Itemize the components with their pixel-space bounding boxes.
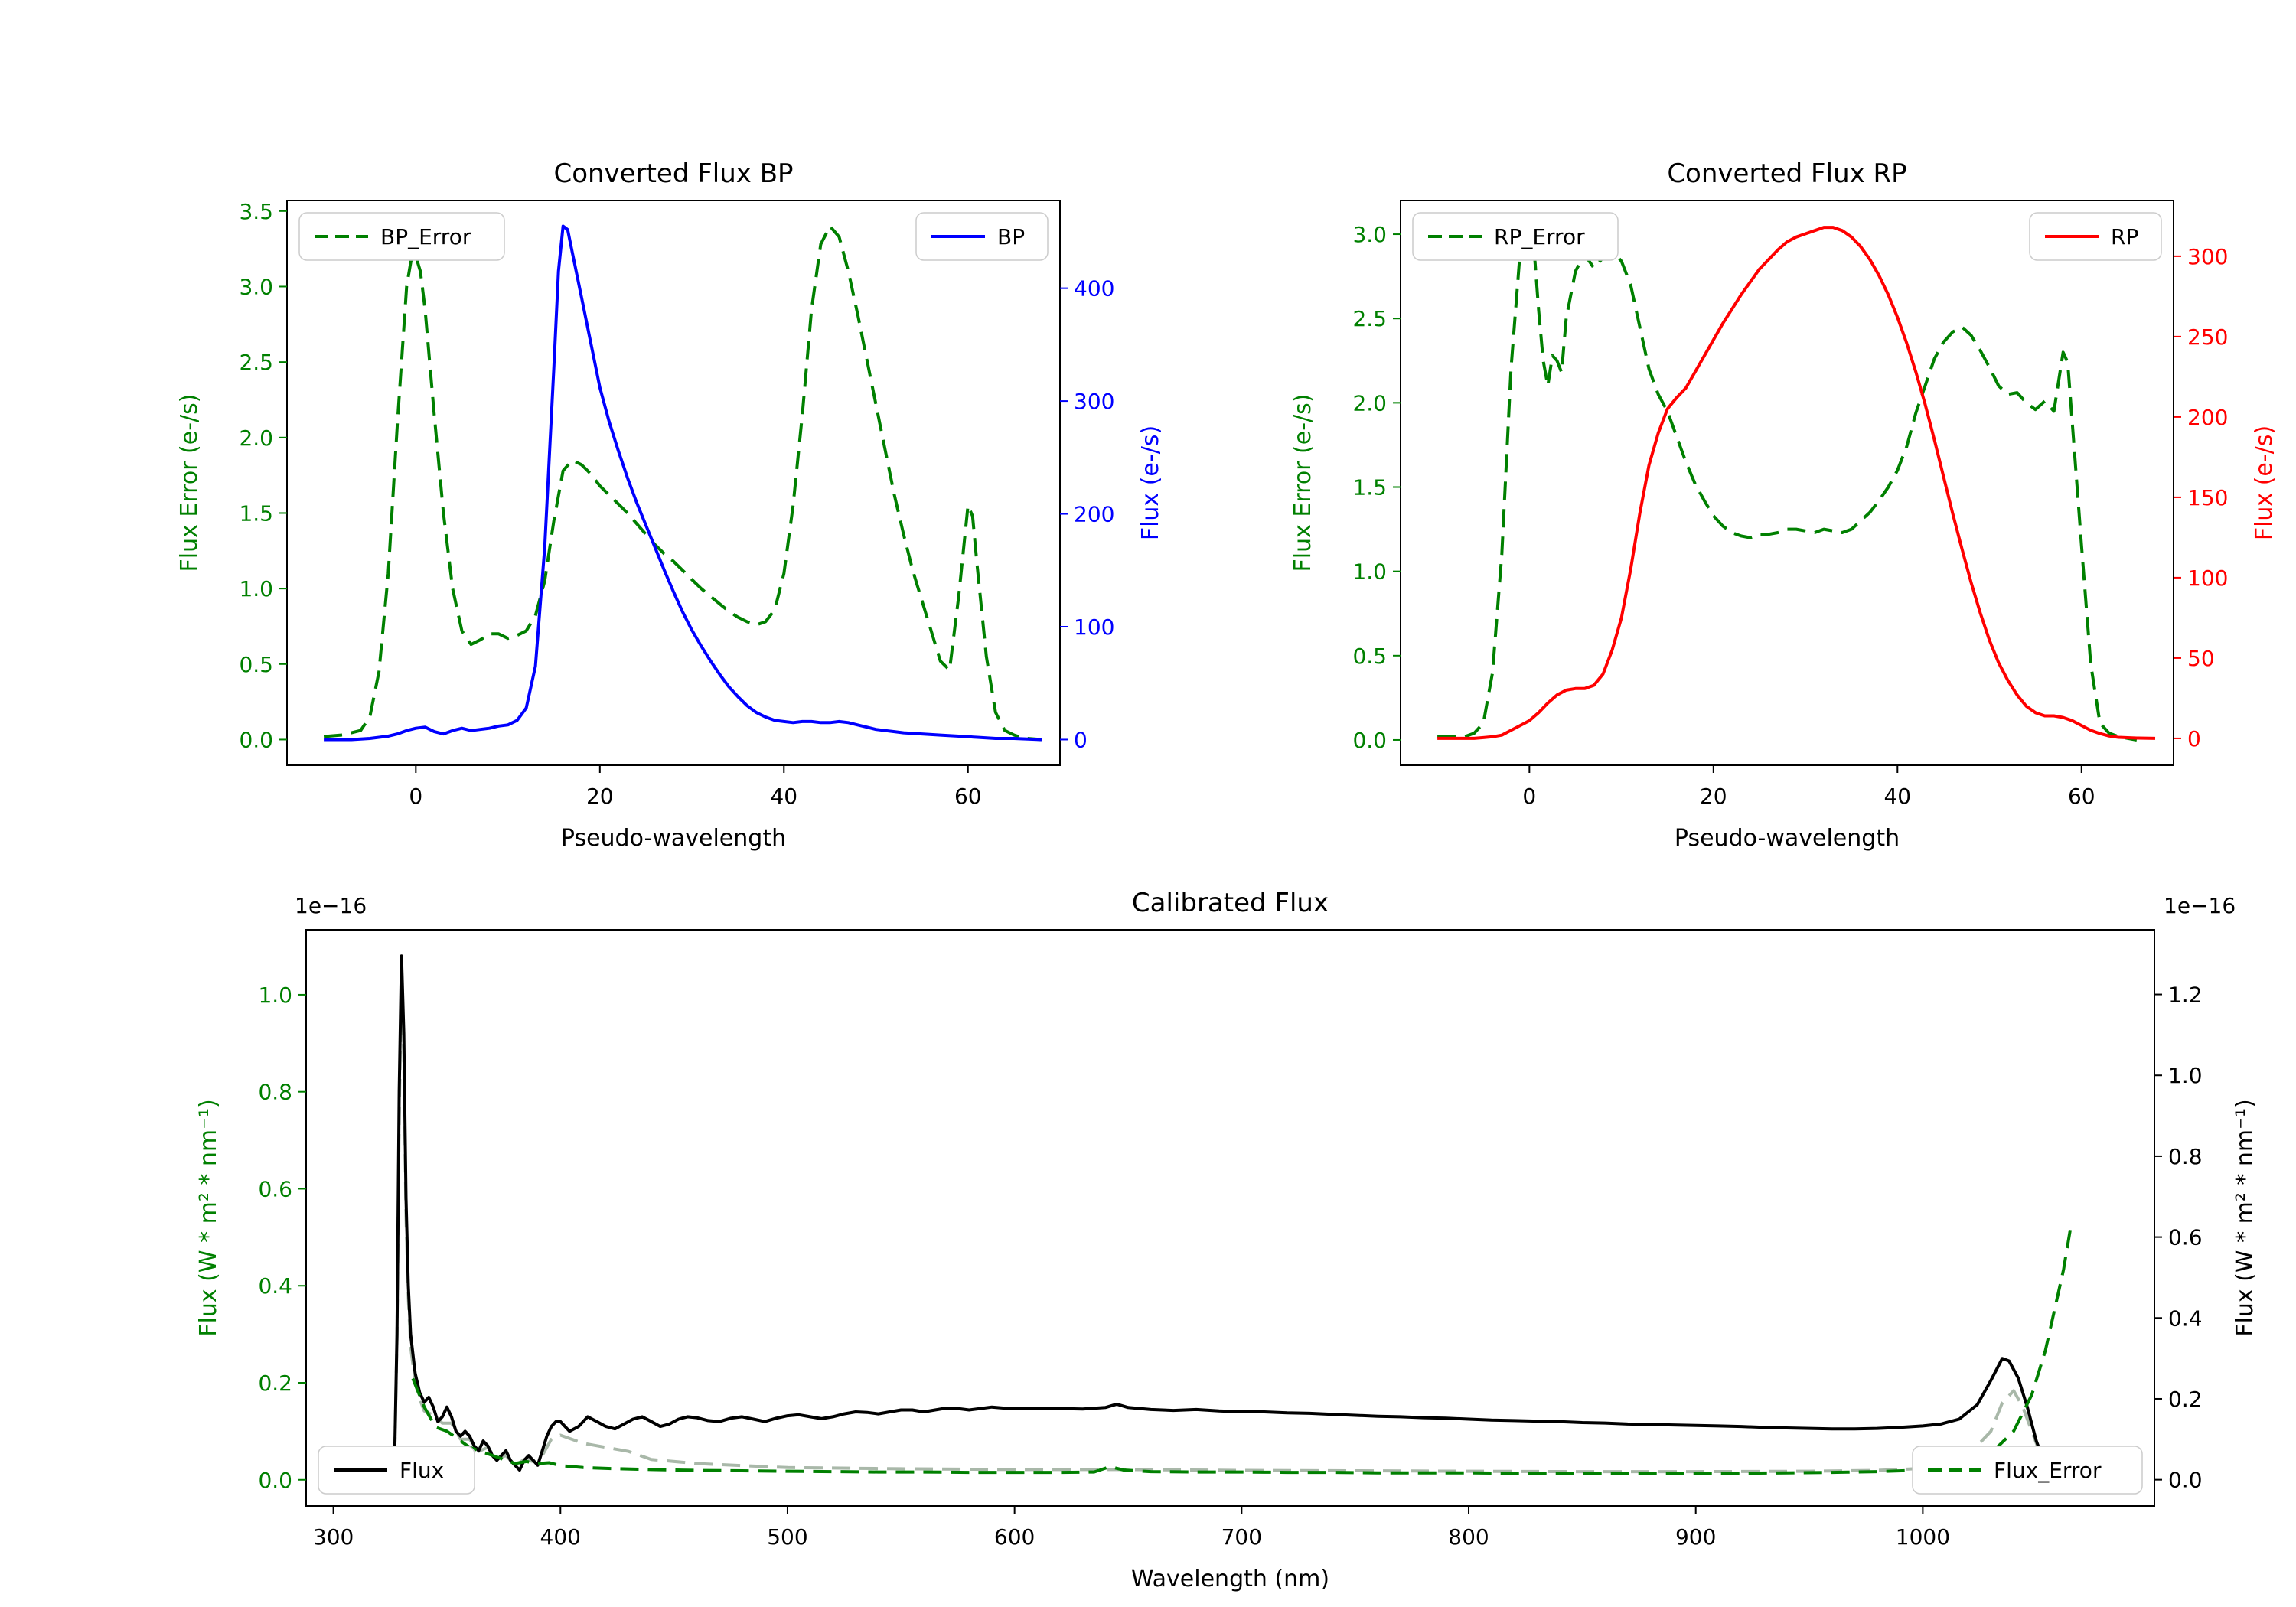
rp-right-ylabel: Flux (e-/s)	[2251, 425, 2278, 540]
calibrated-legend-flux-error	[1912, 1446, 2143, 1495]
bp-left-ylabel: Flux Error (e-/s)	[176, 394, 203, 572]
rp-title: Converted Flux RP	[1667, 158, 1906, 189]
rp-left-tick-label: 1.0	[1352, 559, 1387, 585]
calibrated-left-tick-label: 0.4	[258, 1273, 292, 1299]
calibrated-x-tick-label: 800	[1448, 1524, 1489, 1550]
bp-axes-frame	[286, 200, 1061, 766]
rp-axes-frame	[1400, 200, 2174, 766]
rp-left-tick-label: 2.5	[1352, 306, 1387, 331]
bp-bp-error-line	[323, 224, 1042, 742]
rp-right-tick-label: 100	[2187, 566, 2228, 591]
bp-right-tick-label: 400	[1074, 276, 1114, 302]
calibrated-left-ylabel: Flux (W * m² * nm⁻¹)	[195, 1099, 222, 1336]
rp-x-tick-label: 20	[1700, 784, 1727, 809]
legend-label: Flux_Error	[1994, 1458, 2102, 1483]
calibrated-left-tick-label: 0.2	[258, 1371, 292, 1396]
calibrated-right-tick-label: 0.2	[2168, 1387, 2203, 1412]
bp-left-tick-label: 0.0	[239, 727, 273, 752]
bp-left-tick-label: 3.0	[239, 274, 273, 299]
calibrated-right-tick-label: 1.0	[2168, 1063, 2203, 1088]
calibrated-xlabel: Wavelength (nm)	[1131, 1566, 1329, 1592]
bp-right-tick-label: 0	[1074, 727, 1088, 752]
calibrated-subplot: 300 400 500 600 700 800 900 1000 0.0 0.2 0.4 0.6 0.8…	[195, 888, 2258, 1592]
legend-label: BP	[997, 224, 1025, 249]
calibrated-x-tick-label: 700	[1221, 1524, 1262, 1550]
rp-rp-error-line	[1437, 224, 2138, 742]
rp-right-tick-label: 250	[2187, 324, 2228, 350]
legend-label: BP_Error	[380, 224, 471, 249]
bp-left-tick-label: 1.0	[239, 576, 273, 601]
rp-xlabel: Pseudo-wavelength	[1675, 825, 1900, 852]
calibrated-right-tick-label: 0.8	[2168, 1144, 2203, 1169]
bp-title: Converted Flux BP	[553, 158, 793, 189]
rp-left-tick-label: 0.0	[1352, 728, 1387, 753]
bp-right-tick-label: 300	[1074, 389, 1114, 414]
calibrated-right-tick-label: 0.6	[2168, 1225, 2203, 1250]
calibrated-title: Calibrated Flux	[1132, 888, 1329, 918]
calibrated-x-tick-label: 600	[994, 1524, 1035, 1550]
legend-label: Flux	[400, 1458, 444, 1483]
bp-right-tick-label: 200	[1074, 502, 1114, 527]
legend-label: RP	[2111, 224, 2138, 249]
bp-subplot: 0 20 40 60 0.0 0.5 1.0 1.5 2.0 2.5 3.0 3.5 0 100 200 30…	[176, 158, 1164, 852]
bp-right-ylabel: Flux (e-/s)	[1137, 425, 1164, 540]
calibrated-right-tick-label: 0.4	[2168, 1305, 2203, 1331]
bp-x-tick-label: 60	[954, 784, 982, 809]
calibrated-x-tick-label: 500	[767, 1524, 807, 1550]
rp-x-tick-label: 0	[1522, 784, 1536, 809]
bp-left-tick-label: 3.5	[239, 199, 273, 224]
calibrated-left-offset-text: 1e−16	[295, 893, 367, 918]
calibrated-axes-frame	[305, 929, 2155, 1507]
bp-left-tick-label: 2.5	[239, 350, 273, 375]
bp-left-tick-label: 0.5	[239, 652, 273, 677]
rp-x-tick-label: 40	[1883, 784, 1911, 809]
rp-x-tick-label: 60	[2068, 784, 2095, 809]
bp-x-tick-label: 20	[586, 784, 614, 809]
rp-left-tick-label: 2.0	[1352, 390, 1387, 416]
rp-rp-line	[1437, 226, 2156, 740]
calibrated-legend-flux	[318, 1446, 475, 1495]
rp-left-tick-label: 3.0	[1352, 222, 1387, 247]
rp-right-tick-label: 0	[2187, 726, 2201, 751]
calibrated-right-tick-label: 0.0	[2168, 1468, 2203, 1493]
calibrated-right-offset-text: 1e−16	[2164, 893, 2236, 918]
calibrated-x-tick-label: 1000	[1896, 1524, 1950, 1550]
rp-left-ylabel: Flux Error (e-/s)	[1290, 394, 1316, 572]
calibrated-left-tick-label: 0.0	[258, 1468, 292, 1493]
bp-legend-bp-error	[298, 212, 505, 261]
rp-right-tick-label: 300	[2187, 244, 2228, 269]
calibrated-x-tick-label: 400	[540, 1524, 581, 1550]
rp-right-tick-label: 50	[2187, 646, 2215, 671]
rp-left-tick-label: 0.5	[1352, 644, 1387, 669]
rp-right-tick-label: 200	[2187, 405, 2228, 430]
rp-legend-rp-error	[1412, 212, 1619, 261]
calibrated-left-tick-label: 0.6	[258, 1176, 292, 1201]
bp-left-tick-label: 2.0	[239, 425, 273, 451]
bp-right-tick-label: 100	[1074, 614, 1114, 640]
calibrated-left-tick-label: 0.8	[258, 1080, 292, 1105]
bp-x-tick-label: 0	[409, 784, 422, 809]
calibrated-flux-error-light-line	[393, 973, 2052, 1474]
rp-right-tick-label: 150	[2187, 485, 2228, 510]
bp-bp-line	[324, 224, 1042, 742]
calibrated-right-tick-label: 1.2	[2168, 983, 2203, 1008]
calibrated-right-ylabel: Flux (W * m² * nm⁻¹)	[2232, 1099, 2258, 1336]
bp-xlabel: Pseudo-wavelength	[561, 825, 786, 852]
calibrated-flux-error-line	[411, 1228, 2073, 1475]
calibrated-x-tick-label: 900	[1675, 1524, 1716, 1550]
bp-x-tick-label: 40	[770, 784, 797, 809]
calibrated-flux-line	[393, 954, 2054, 1476]
rp-left-tick-label: 1.5	[1352, 475, 1387, 500]
legend-label: RP_Error	[1494, 224, 1585, 249]
calibrated-x-tick-label: 300	[313, 1524, 354, 1550]
rp-subplot: 0 20 40 60 0.0 0.5 1.0 1.5 2.0 2.5 3.0 0 50 100 150 200…	[1290, 158, 2278, 852]
bp-left-tick-label: 1.5	[239, 500, 273, 526]
calibrated-left-tick-label: 1.0	[258, 983, 292, 1008]
